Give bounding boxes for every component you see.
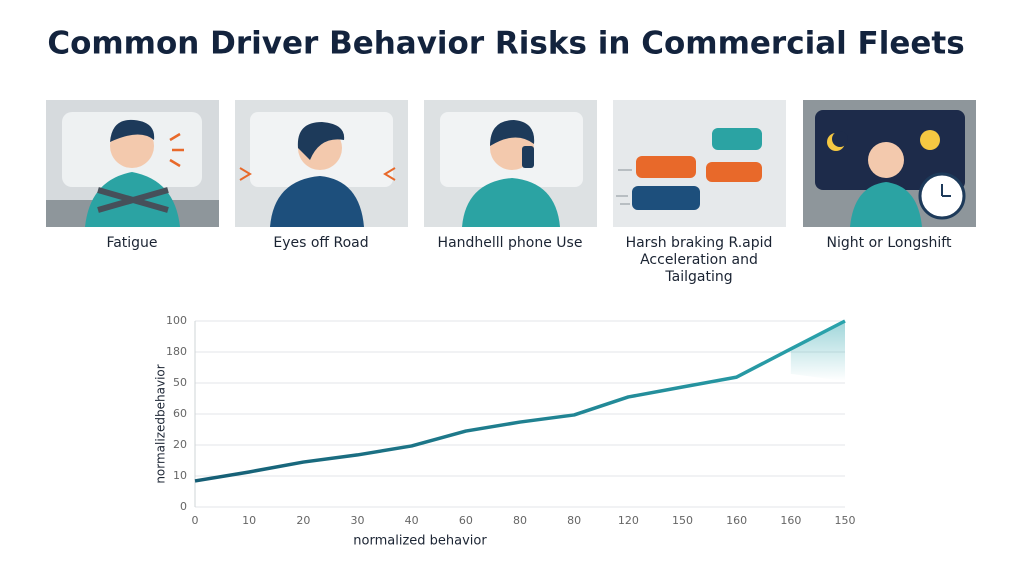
y-tick-label: 20 [173,438,187,451]
panel-harsh-braking [613,100,786,227]
x-tick-label: 40 [405,514,419,527]
y-axis-label: normalizedbehavior [154,364,168,483]
x-axis-label: normalized behavior [353,534,487,549]
panel-handheld-phone [424,100,597,227]
y-tick-label: 50 [173,376,187,389]
x-tick-label: 80 [567,514,581,527]
title: Common Driver Behavior Risks in Commerci… [47,26,964,62]
y-tick-label: 180 [166,345,187,358]
panel-label: Eyes off Road [273,235,368,251]
y-tick-label: 100 [166,314,187,327]
y-tick-label: 60 [173,407,187,420]
y-tick-label: 10 [173,469,187,482]
y-tick-label: 0 [180,500,187,513]
x-tick-label: 160 [726,514,747,527]
panel-label: Fatigue [106,235,157,251]
area-highlight [790,321,845,381]
x-tick-label: 30 [351,514,365,527]
x-tick-label: 20 [296,514,310,527]
x-tick-label: 120 [618,514,639,527]
panel-label: Harsh braking R.apid [626,235,773,251]
panel-label: Night or Longshift [827,235,952,251]
panel-fatigue [46,100,219,227]
x-tick-label: 10 [242,514,256,527]
x-tick-label: 150 [672,514,693,527]
x-tick-label: 0 [192,514,199,527]
panel-eyes-off-road [235,100,408,227]
panel-label: Acceleration and [640,252,758,268]
x-tick-label: 150 [835,514,856,527]
panel-label: Tailgating [664,269,732,285]
panel-night [803,100,976,227]
panel-label: Handhelll phone Use [438,235,583,251]
x-tick-label: 60 [459,514,473,527]
x-tick-label: 160 [780,514,801,527]
line [194,319,846,483]
x-tick-label: 80 [513,514,527,527]
